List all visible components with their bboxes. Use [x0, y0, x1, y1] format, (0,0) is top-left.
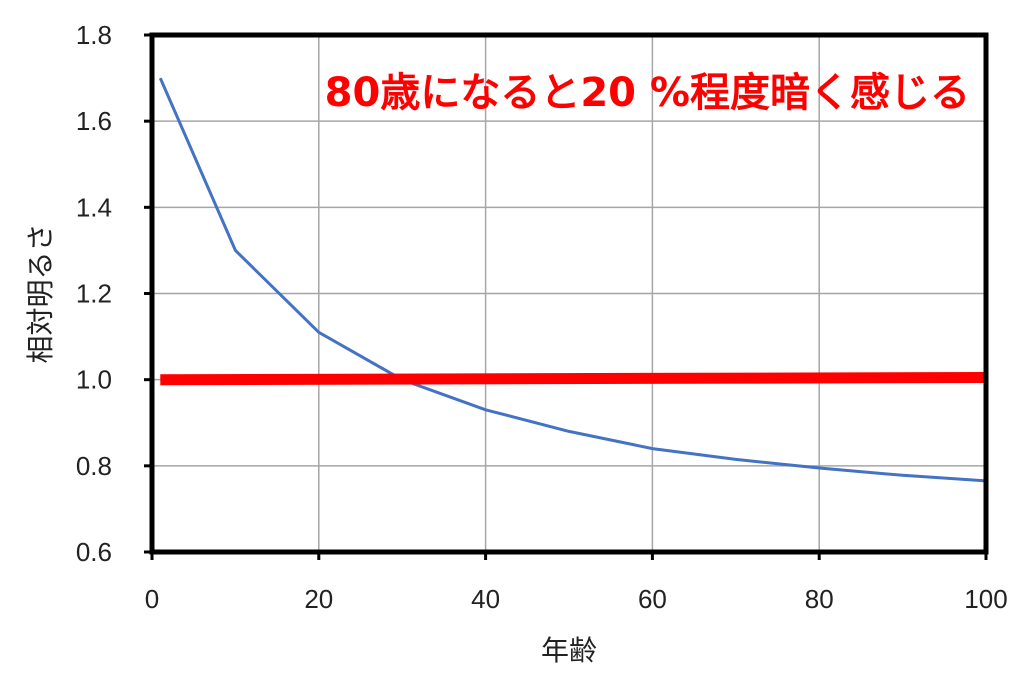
series-line-2 — [160, 372, 987, 386]
y-axis-label: 相対明るさ — [24, 223, 57, 363]
series-line-1 — [158, 77, 987, 483]
annotation-text: 80歳になると20 %程度暗く感じる — [325, 70, 970, 116]
series-lines — [158, 77, 987, 483]
plot-frame — [149, 32, 989, 555]
y-tick-label: 1.6 — [76, 106, 112, 136]
y-tick-label: 1.2 — [76, 279, 112, 309]
x-tick-labels: 0 20 40 60 80 100 — [145, 584, 1008, 614]
x-tick-label: 20 — [304, 584, 333, 614]
y-tick-labels: 0.6 0.8 1.0 1.2 1.4 1.6 1.8 — [76, 20, 112, 567]
y-tick-label: 1.4 — [76, 192, 112, 222]
y-tick-label: 0.8 — [76, 451, 112, 481]
y-tick-label: 1.8 — [76, 20, 112, 50]
y-tick-label: 1.0 — [76, 365, 112, 395]
x-tick-label: 100 — [964, 584, 1007, 614]
x-tick-label: 80 — [805, 584, 834, 614]
y-tick-label: 0.6 — [76, 537, 112, 567]
x-axis-label: 年齢 — [541, 634, 597, 667]
x-tick-label: 60 — [638, 584, 667, 614]
x-tick-label: 40 — [471, 584, 500, 614]
x-tick-label: 0 — [145, 584, 159, 614]
